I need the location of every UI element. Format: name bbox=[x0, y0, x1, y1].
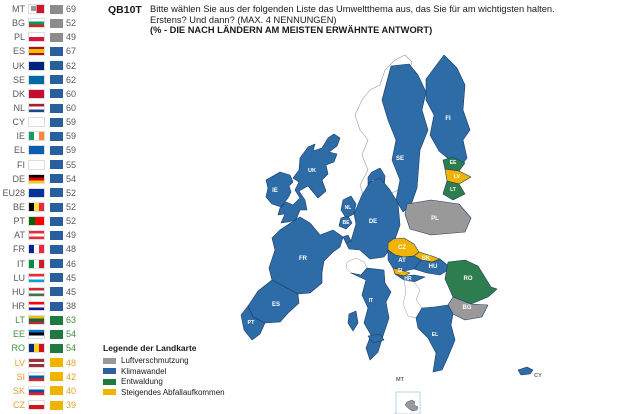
svg-text:SE: SE bbox=[396, 156, 404, 162]
svg-text:NL: NL bbox=[345, 205, 352, 211]
svg-text:AT: AT bbox=[398, 258, 406, 264]
svg-text:HU: HU bbox=[429, 264, 438, 270]
svg-text:IT: IT bbox=[369, 298, 373, 304]
svg-text:EL: EL bbox=[432, 332, 438, 338]
svg-text:RO: RO bbox=[464, 276, 473, 282]
svg-text:FR: FR bbox=[299, 256, 308, 262]
svg-text:UK: UK bbox=[308, 168, 316, 174]
svg-text:CY: CY bbox=[534, 373, 542, 379]
svg-text:LV: LV bbox=[454, 174, 461, 180]
svg-text:CZ: CZ bbox=[398, 245, 406, 251]
svg-text:BG: BG bbox=[463, 305, 472, 311]
svg-text:MT: MT bbox=[396, 377, 405, 383]
svg-text:ES: ES bbox=[272, 302, 280, 308]
svg-text:EE: EE bbox=[450, 160, 457, 166]
svg-text:DE: DE bbox=[369, 219, 377, 225]
svg-text:FI: FI bbox=[445, 116, 451, 122]
svg-text:PT: PT bbox=[247, 320, 255, 326]
svg-text:PL: PL bbox=[431, 216, 439, 222]
svg-text:BE: BE bbox=[343, 220, 351, 226]
svg-text:SI: SI bbox=[398, 268, 403, 274]
svg-text:LT: LT bbox=[450, 187, 456, 193]
svg-text:IE: IE bbox=[272, 188, 278, 194]
